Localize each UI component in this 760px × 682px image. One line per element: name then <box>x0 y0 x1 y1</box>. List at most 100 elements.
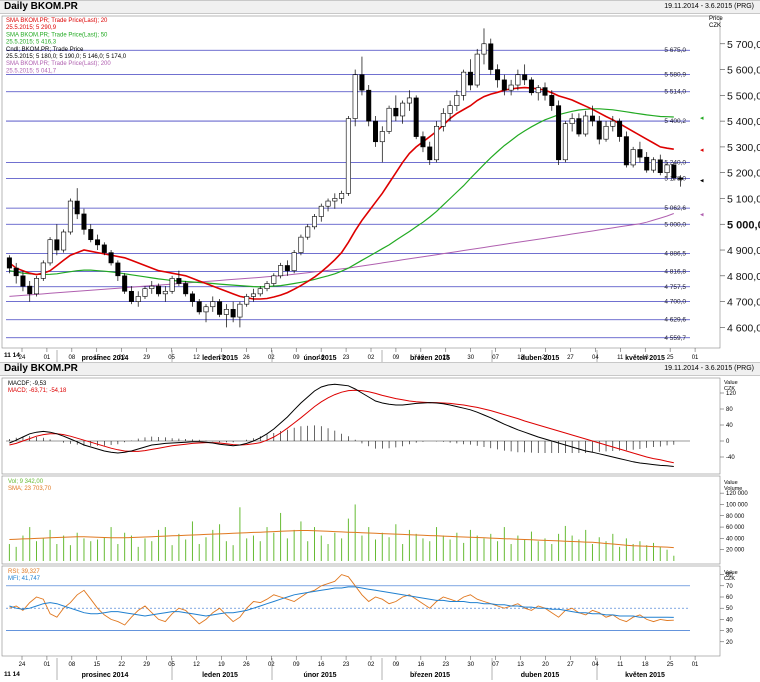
candle-body <box>603 125 609 140</box>
month-label: leden 2015 <box>202 355 238 362</box>
y-tick-label: 0 <box>726 439 730 445</box>
month-label: březen 2015 <box>410 672 450 679</box>
candle-body <box>542 87 548 96</box>
y-tick-label: 5 100,0 <box>727 193 760 205</box>
candle-body <box>352 74 358 119</box>
legend-entry: 25.5.2015; 5 290,9 <box>6 25 57 31</box>
candle-body <box>400 102 406 117</box>
candle-body <box>169 278 175 292</box>
candle-body <box>528 79 534 94</box>
x-tick-label: 12 <box>193 662 200 668</box>
candle-body <box>115 262 121 277</box>
legend-entry: MACD; -63,71; -54,18 <box>8 388 67 394</box>
candle-body <box>630 149 636 166</box>
top-chart-title: Daily BKOM.PR <box>4 1 78 12</box>
candle-body <box>250 293 256 297</box>
x-tick-label: 13 <box>517 662 524 668</box>
candle-body <box>650 159 656 171</box>
x-tick-label: 01 <box>44 662 51 668</box>
legend-entry: 25.5.2015; 5 416,3 <box>6 40 57 46</box>
candle-body <box>413 97 419 137</box>
candle-body <box>135 296 141 302</box>
y-axis-unit: CZK <box>724 576 735 582</box>
x-tick-label: 01 <box>692 662 699 668</box>
legend-entry: SMA BKOM.PR; Trade Price(Last); 200 <box>6 61 111 67</box>
y-tick-label: 80 <box>726 573 733 579</box>
y-tick-label: 5 500,0 <box>727 90 760 102</box>
x-tick-label: 04 <box>592 662 599 668</box>
level-label: 4 816,8 <box>664 268 686 275</box>
candle-body <box>298 236 304 253</box>
month-label: květen 2015 <box>625 355 665 362</box>
bottom-title-bar: Daily BKOM.PR 19.11.2014 - 3.6.2015 (PRG… <box>0 362 760 376</box>
panel-frame <box>1 377 721 475</box>
x-tick-label: 16 <box>418 355 425 361</box>
candle-body <box>427 146 433 161</box>
candle-body <box>223 309 229 315</box>
candle-body <box>474 53 480 86</box>
candle-body <box>54 239 60 251</box>
candle-body <box>393 107 399 117</box>
price-chart[interactable]: 4 559,7 4 629,6 4 700,0 4 757,5 4 816,8 4 886… <box>0 14 760 362</box>
x-tick-label: 09 <box>393 355 400 361</box>
x-tick-label: 07 <box>492 662 499 668</box>
x-tick-label: 11 <box>617 355 624 361</box>
y-tick-label: 60 000 <box>726 525 745 531</box>
level-label: 5 400,2 <box>664 118 686 125</box>
y-tick-label: 60 <box>726 595 733 601</box>
sma20-marker: ◂ <box>700 147 704 154</box>
candle-body <box>644 156 650 171</box>
candle-body <box>366 89 372 122</box>
candle-body <box>671 164 677 179</box>
x-tick-label: 30 <box>467 662 474 668</box>
candle-body <box>447 105 453 114</box>
y-tick-label: 40 000 <box>726 536 745 542</box>
legend-entry: SMA BKOM.PR; Trade Price(Last); 50 <box>6 32 108 38</box>
x-tick-label: 07 <box>492 355 499 361</box>
month-label: březen 2015 <box>410 355 450 362</box>
month-label: prosinec 2014 <box>82 355 129 362</box>
candle-body <box>318 205 324 217</box>
x-tick-label: 30 <box>467 355 474 361</box>
candle-body <box>549 95 555 106</box>
x-tick-label: 02 <box>368 355 375 361</box>
sma20-line <box>8 86 674 300</box>
x-tick-label: 19 <box>218 662 225 668</box>
candle-body <box>244 296 250 305</box>
candle-body <box>20 275 26 287</box>
level-label: 4 757,5 <box>664 284 686 291</box>
plot-frame <box>1 15 721 349</box>
x-tick-label: 16 <box>318 662 325 668</box>
sma50-marker: ◂ <box>700 115 704 122</box>
candle-body <box>237 303 243 318</box>
x-tick-label: 09 <box>393 662 400 668</box>
y-tick-label: 4 700,0 <box>727 297 760 309</box>
last-marker: ◂ <box>700 177 704 184</box>
candle-body <box>142 288 148 297</box>
candle-body <box>617 120 623 137</box>
candle-body <box>189 293 195 302</box>
candle-body <box>217 301 223 315</box>
candle-body <box>27 285 33 295</box>
candle-body <box>74 200 80 215</box>
y-axis-unit: Volume <box>724 486 742 492</box>
candle-body <box>128 290 134 302</box>
y-tick-label: 50 <box>726 606 733 612</box>
x-tick-label: 29 <box>143 662 150 668</box>
candle-body <box>278 265 284 277</box>
x-tick-label: 23 <box>442 355 449 361</box>
x-tick-label: 08 <box>69 355 76 361</box>
y-tick-label: 120 <box>726 391 737 397</box>
macd-line <box>9 383 674 467</box>
y-tick-label: 4 900,0 <box>727 245 760 257</box>
candle-body <box>508 84 514 91</box>
x-tick-label: 27 <box>567 662 574 668</box>
x-tick-label: 02 <box>268 355 275 361</box>
x-tick-label: 23 <box>343 355 350 361</box>
y-tick-label: 5 300,0 <box>727 142 760 154</box>
candle-body <box>440 113 446 127</box>
x-tick-label: 20 <box>542 355 549 361</box>
level-label: 5 240,0 <box>664 159 686 166</box>
candle-body <box>162 290 168 295</box>
